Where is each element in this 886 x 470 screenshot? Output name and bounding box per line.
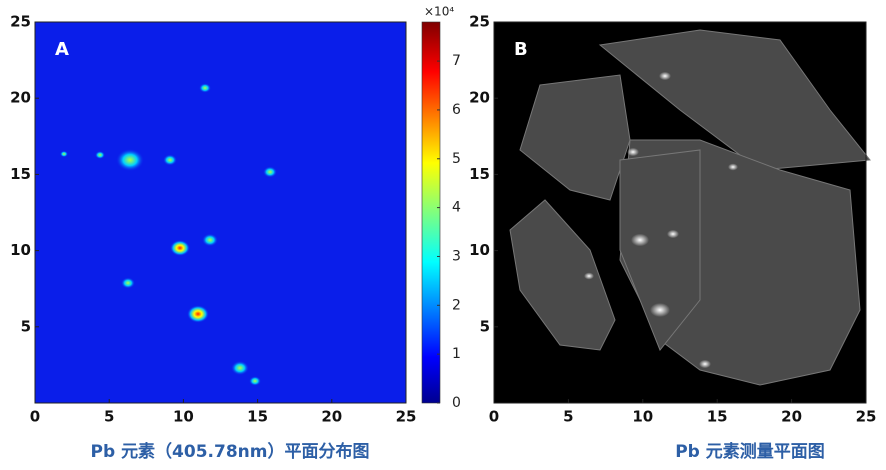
colorbar-tick-label: 4	[452, 200, 461, 216]
hotspot	[249, 376, 261, 386]
y-tick-label: 25	[10, 13, 31, 31]
caption: Pb 元素测量平面图	[675, 441, 825, 462]
hotspot	[95, 151, 105, 159]
x-tick-label: 20	[321, 408, 342, 426]
y-tick-label: 15	[469, 165, 490, 183]
colorbar-tick-label: 3	[452, 248, 461, 264]
hotspot	[121, 277, 135, 288]
hotspot	[60, 151, 68, 157]
hotspot	[170, 240, 190, 256]
y-tick-label: 15	[10, 165, 31, 183]
y-tick-label: 20	[469, 89, 490, 107]
x-tick-label: 10	[632, 408, 653, 426]
x-tick-label: 15	[707, 408, 728, 426]
hotspot	[263, 166, 277, 177]
x-tick-label: 0	[30, 408, 40, 426]
bright-spot	[631, 234, 649, 247]
y-tick-label: 10	[10, 241, 31, 259]
hotspot	[187, 305, 209, 323]
x-tick-label: 20	[781, 408, 802, 426]
colorbar-tick-label: 5	[452, 151, 461, 167]
y-tick-label: 25	[469, 13, 490, 31]
colorbar-tick-label: 7	[452, 53, 461, 69]
colorbar-multiplier: ×10⁴	[424, 5, 454, 19]
hotspot	[202, 234, 218, 247]
colorbar-tick-label: 6	[452, 102, 461, 118]
colorbar-tick-label: 0	[452, 395, 461, 411]
x-tick-label: 0	[489, 408, 499, 426]
colorbar-tick-label: 1	[452, 346, 461, 362]
bright-spot	[699, 360, 711, 368]
heatmap-background	[35, 22, 406, 403]
bright-spot	[667, 230, 679, 238]
y-tick-label: 10	[469, 241, 490, 259]
bright-spot	[728, 164, 738, 171]
figure: 0 1 2 3 4 5 6 7 ×10⁴ A 0 5 10 15 20 25 5 10 15 20 25 Pb 元素（40…	[0, 0, 886, 470]
colorbar-tick-label: 2	[452, 297, 461, 313]
hotspot	[163, 154, 177, 165]
bright-spot	[627, 148, 639, 156]
y-tick-label: 20	[10, 89, 31, 107]
caption: Pb 元素（405.78nm）平面分布图	[91, 441, 370, 462]
x-tick-label: 5	[104, 408, 114, 426]
x-tick-label: 15	[247, 408, 268, 426]
x-tick-label: 25	[856, 408, 877, 426]
hotspot	[231, 361, 249, 375]
panel-label: A	[55, 39, 69, 60]
hotspot	[199, 83, 211, 93]
bright-spot	[584, 273, 594, 280]
x-tick-label: 5	[563, 408, 573, 426]
x-tick-label: 10	[173, 408, 194, 426]
y-tick-label: 5	[21, 317, 31, 335]
bright-spot	[659, 72, 671, 80]
hotspot	[116, 149, 144, 171]
colorbar	[422, 22, 440, 403]
y-tick-label: 5	[480, 317, 490, 335]
x-tick-label: 25	[396, 408, 417, 426]
panel-label: B	[514, 39, 528, 60]
bright-spot	[650, 303, 670, 317]
